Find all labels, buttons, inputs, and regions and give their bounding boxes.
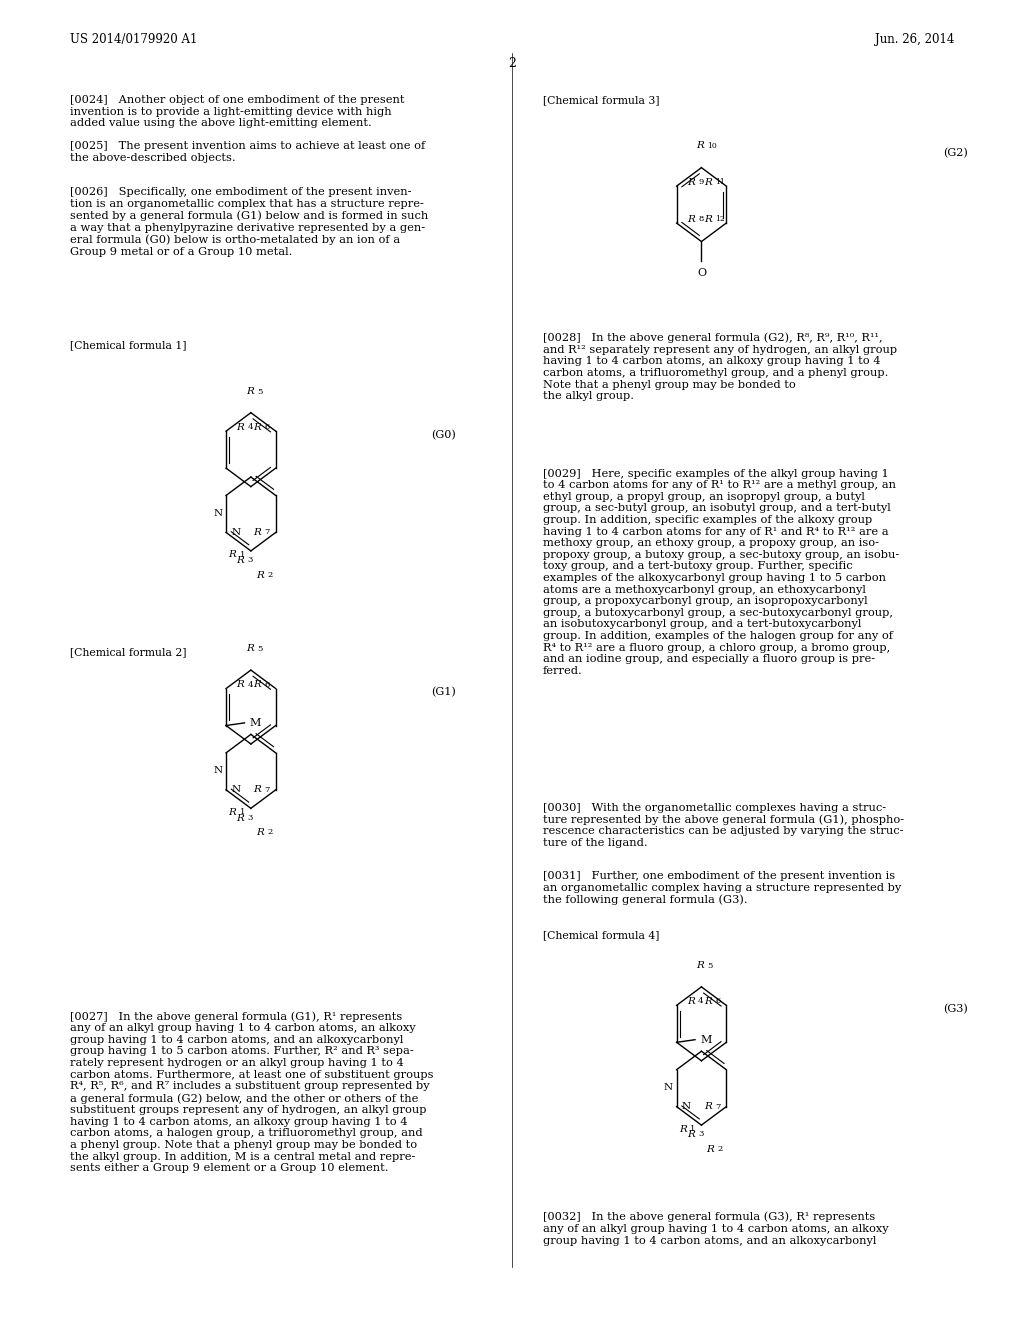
Text: R: R [703,997,712,1006]
Text: R: R [237,680,244,689]
Text: R: R [687,215,694,223]
Text: US 2014/0179920 A1: US 2014/0179920 A1 [70,33,197,46]
Text: R: R [253,422,261,432]
Text: R: R [228,550,237,560]
Text: Jun. 26, 2014: Jun. 26, 2014 [874,33,954,46]
Text: M: M [700,1035,712,1044]
Text: R: R [253,528,261,537]
Text: [0029]   Here, specific examples of the alkyl group having 1
to 4 carbon atoms f: [0029] Here, specific examples of the al… [543,469,899,676]
Text: [0027]   In the above general formula (G1), R¹ represents
any of an alkyl group : [0027] In the above general formula (G1)… [70,1011,433,1173]
Text: (G2): (G2) [943,148,968,158]
Text: [0028]   In the above general formula (G2), R⁸, R⁹, R¹⁰, R¹¹,
and R¹² separately: [0028] In the above general formula (G2)… [543,333,897,401]
Text: 7: 7 [715,1102,720,1110]
Text: 1: 1 [690,1125,695,1133]
Text: R: R [246,644,254,653]
Text: R: R [253,680,261,689]
Text: R: R [703,215,712,223]
Text: N: N [231,528,241,537]
Text: [Chemical formula 1]: [Chemical formula 1] [70,341,186,351]
Text: [0024]   Another object of one embodiment of the present
invention is to provide: [0024] Another object of one embodiment … [70,95,404,128]
Text: 6: 6 [264,681,269,689]
Text: R: R [679,1125,687,1134]
Text: R: R [228,808,237,817]
Text: 12: 12 [715,215,725,223]
Text: 7: 7 [264,528,269,536]
Text: R: R [237,813,244,822]
Text: 7: 7 [264,785,269,793]
Text: N: N [682,1102,691,1111]
Text: [0031]   Further, one embodiment of the present invention is
an organometallic c: [0031] Further, one embodiment of the pr… [543,871,901,906]
Text: 8: 8 [698,215,703,223]
Text: R: R [687,997,694,1006]
Text: R: R [696,961,705,970]
Text: R: R [696,141,705,150]
Text: 3: 3 [698,1130,703,1138]
Text: R: R [253,785,261,795]
Text: [Chemical formula 2]: [Chemical formula 2] [70,647,186,657]
Text: 4: 4 [698,998,703,1006]
Text: R: R [703,1102,712,1111]
Text: 6: 6 [715,998,720,1006]
Text: 2: 2 [267,570,272,578]
Text: 5: 5 [708,962,713,970]
Text: [0032]   In the above general formula (G3), R¹ represents
any of an alkyl group : [0032] In the above general formula (G3)… [543,1212,889,1246]
Text: 2: 2 [718,1144,723,1152]
Text: N: N [664,1082,673,1092]
Text: [Chemical formula 3]: [Chemical formula 3] [543,95,659,106]
Text: (G3): (G3) [943,1005,968,1014]
Text: 3: 3 [248,813,253,821]
Text: R: R [256,828,264,837]
Text: 2: 2 [508,57,516,70]
Text: [Chemical formula 4]: [Chemical formula 4] [543,931,659,941]
Text: 11: 11 [715,178,725,186]
Text: N: N [213,508,222,517]
Text: 6: 6 [264,424,269,432]
Text: 1: 1 [240,550,245,558]
Text: [0025]   The present invention aims to achieve at least one of
the above-describ: [0025] The present invention aims to ach… [70,141,425,162]
Text: (G0): (G0) [431,430,456,440]
Text: 1: 1 [240,808,245,816]
Text: 5: 5 [257,645,262,653]
Text: R: R [703,178,712,186]
Text: N: N [213,766,222,775]
Text: 3: 3 [248,556,253,564]
Text: 5: 5 [257,388,262,396]
Text: 2: 2 [267,828,272,836]
Text: R: R [707,1144,715,1154]
Text: R: R [687,178,694,186]
Text: 4: 4 [248,424,253,432]
Text: R: R [687,1130,694,1139]
Text: R: R [246,387,254,396]
Text: N: N [231,785,241,795]
Text: 9: 9 [698,178,703,186]
Text: (G1): (G1) [431,688,456,697]
Text: M: M [250,718,261,727]
Text: 10: 10 [708,143,718,150]
Text: [0030]   With the organometallic complexes having a struc-
ture represented by t: [0030] With the organometallic complexes… [543,803,904,847]
Text: R: R [256,570,264,579]
Text: O: O [697,268,706,279]
Text: 4: 4 [248,681,253,689]
Text: [0026]   Specifically, one embodiment of the present inven-
tion is an organomet: [0026] Specifically, one embodiment of t… [70,187,428,257]
Text: R: R [237,556,244,565]
Text: R: R [237,422,244,432]
